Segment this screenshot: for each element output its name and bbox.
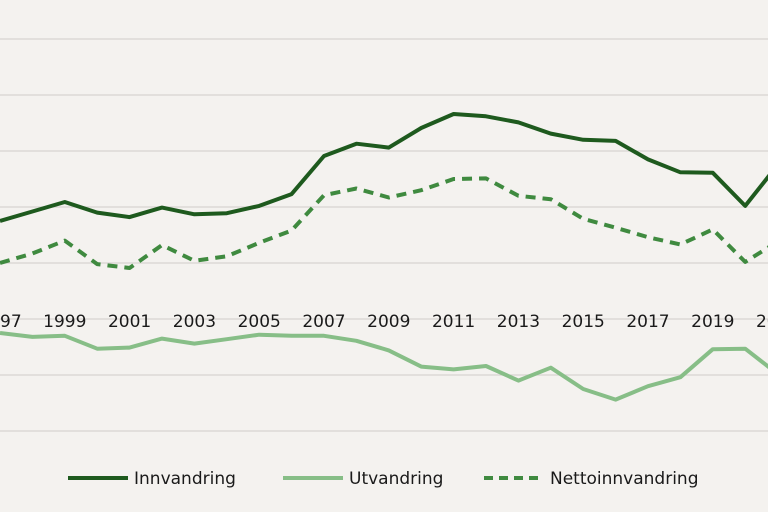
x-tick-label: 2019 [691,312,734,332]
series-line-utvandring [0,331,768,402]
legend-item-innvandring: Innvandring [68,469,236,489]
legend: Innvandring Utvandring Nettoinnvandring [68,469,699,489]
x-tick-label: 1999 [43,312,86,332]
legend-item-nettoinnvandring: Nettoinnvandring [484,469,699,489]
x-tick-label: 2013 [497,312,540,332]
legend-label: Utvandring [349,469,443,489]
x-tick-label: 2015 [562,312,605,332]
x-tick-label: 2005 [238,312,281,332]
x-tick-label: 2017 [626,312,669,332]
x-tick-label: 2003 [173,312,216,332]
x-tick-label: 2001 [108,312,151,332]
x-tick-label: 2021 [756,312,768,332]
x-tick-label: 2011 [432,312,475,332]
x-tick-label: 1997 [0,312,22,332]
x-tick-label: 2009 [367,312,410,332]
legend-label: Innvandring [134,469,236,489]
series-line-nettoinnvandring [0,176,768,270]
series-lines [0,112,768,402]
x-tick-label: 2007 [302,312,345,332]
x-axis-tick-labels: 1997 1999 2001 2003 2005 2007 2009 2011 2013 2015… [0,312,768,332]
legend-label: Nettoinnvandring [550,469,699,489]
legend-item-utvandring: Utvandring [283,469,443,489]
gridlines [0,38,768,432]
series-line-innvandring [0,112,768,223]
